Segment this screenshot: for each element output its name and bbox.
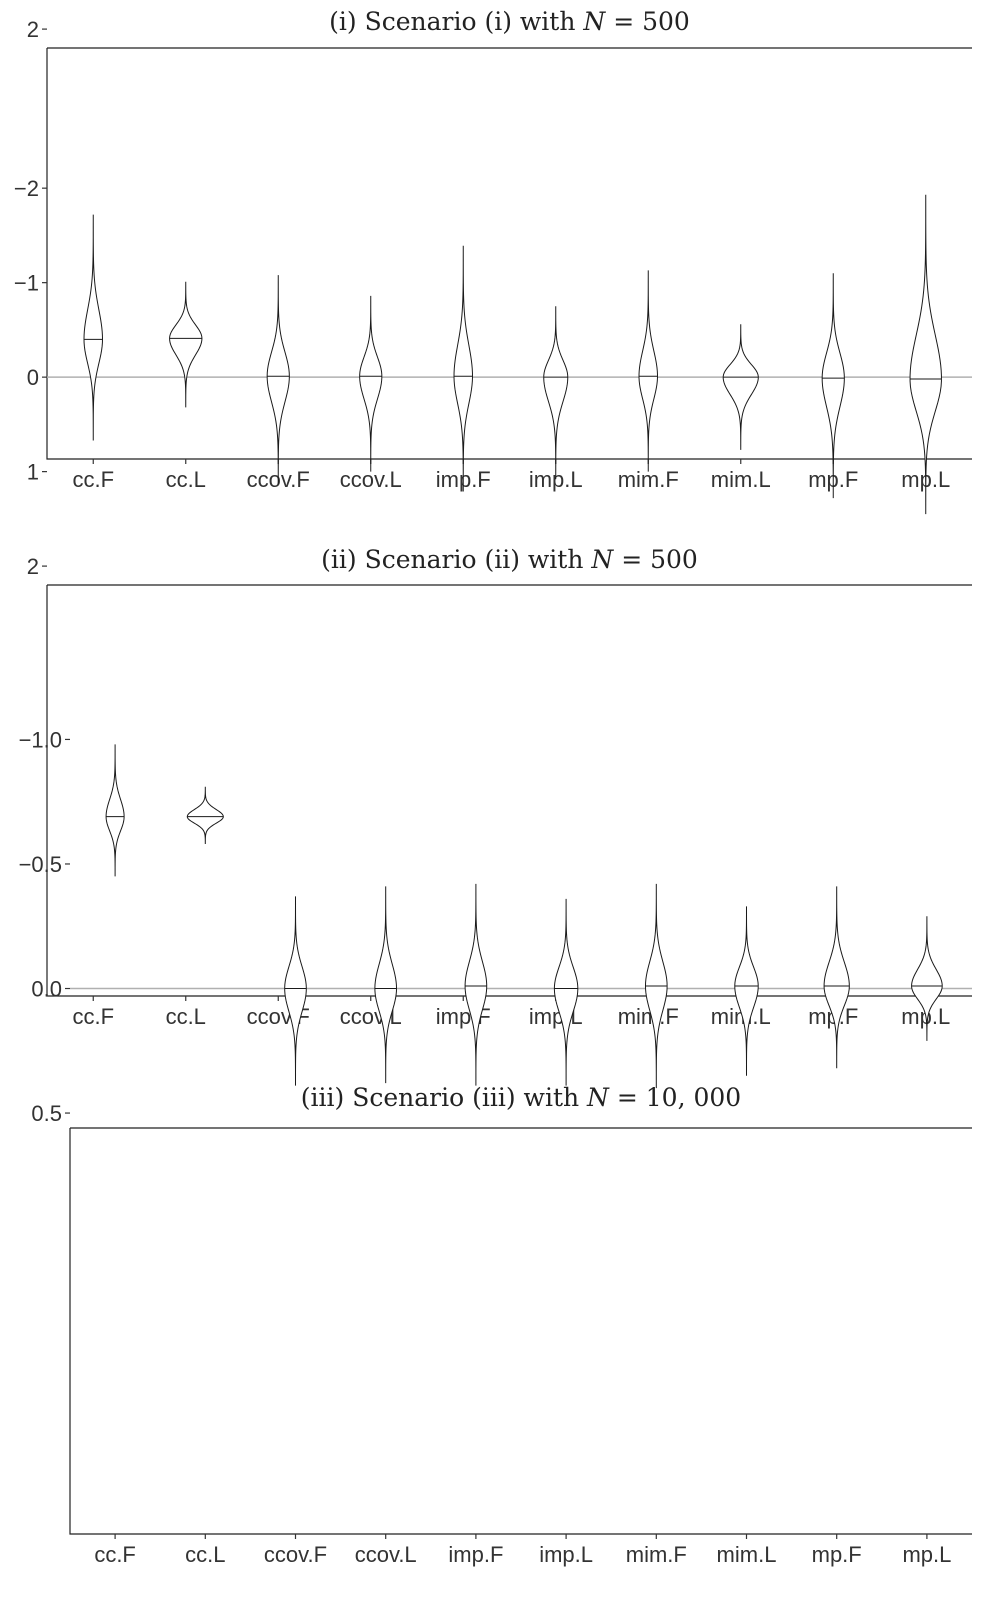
- y-tick-label: 0.5: [31, 1101, 62, 1126]
- violin-imp.F: [453, 245, 474, 492]
- x-tick-label: cc.L: [185, 1542, 225, 1567]
- axis-frame: [69, 1128, 972, 1535]
- violin-ccov.L: [359, 295, 383, 472]
- x-tick-label: imp.L: [539, 1542, 593, 1567]
- y-tick-label: −2: [14, 176, 39, 201]
- y-tick-label: 2: [27, 17, 39, 42]
- x-tick-label: cc.F: [94, 1542, 136, 1567]
- violin-mp.F: [821, 273, 845, 499]
- axis-frame: [46, 48, 972, 460]
- y-tick-label: −1.0: [19, 727, 62, 752]
- violin-mim.L: [722, 324, 759, 450]
- x-tick-label: cc.F: [72, 1004, 114, 1029]
- x-tick-label: cc.L: [166, 467, 206, 492]
- x-tick-label: mim.F: [618, 1004, 679, 1029]
- violin-ccov.F: [266, 275, 290, 484]
- x-tick-label: imp.F: [448, 1542, 503, 1567]
- x-tick-label: mp.L: [902, 1542, 951, 1567]
- y-tick-label: −1: [14, 271, 39, 296]
- violin-cc.L: [169, 281, 203, 408]
- violin-imp.L: [543, 306, 569, 480]
- panel-2: (ii) Scenario (ii) with N = 500 2 1 0 −1 −2 cc…: [14, 176, 972, 1029]
- violin-mp.L: [911, 916, 943, 1041]
- violin-cc.F: [83, 214, 104, 441]
- x-tick-label: cc.L: [166, 1004, 206, 1029]
- violin-imp.F: [464, 883, 488, 1086]
- x-tick-label: mp.F: [812, 1542, 862, 1567]
- panel-1: (i) Scenario (i) with N = 500210−1−2cc.F…: [27, 7, 972, 492]
- panel-title: (iii) Scenario (iii) with N = 10, 000: [301, 1083, 741, 1112]
- x-tick-label: cc.F: [72, 467, 114, 492]
- axis-frame: [46, 585, 972, 997]
- x-tick-label: mim.L: [717, 1542, 777, 1567]
- panel-3: (iii) Scenario (iii) with N = 10, 000 0.5…: [19, 727, 972, 1567]
- violin-imp.L: [553, 898, 579, 1086]
- panel-title: (i) Scenario (i) with N = 500: [329, 7, 690, 36]
- violin-ccov.F: [284, 896, 307, 1086]
- y-tick-label: −0.5: [19, 852, 62, 877]
- x-tick-label: mim.F: [626, 1542, 687, 1567]
- violin-mim.L: [734, 906, 759, 1076]
- y-tick-label: 0.0: [31, 977, 62, 1002]
- violin-cc.L: [186, 786, 224, 845]
- y-tick-label: 0: [27, 365, 39, 390]
- x-tick-label: mim.L: [711, 467, 771, 492]
- panel-title: (ii) Scenario (ii) with N = 500: [321, 545, 698, 574]
- y-tick-label: 2: [27, 554, 39, 579]
- violin-ccov.L: [374, 886, 398, 1084]
- violin-cc.F: [105, 744, 125, 877]
- violin-mim.F: [638, 270, 658, 472]
- x-tick-label: ccov.L: [355, 1542, 417, 1567]
- y-tick-label: 1: [27, 460, 39, 485]
- x-tick-label: ccov.F: [264, 1542, 327, 1567]
- violin-mp.F: [823, 886, 850, 1069]
- violin-mp.L: [909, 194, 942, 515]
